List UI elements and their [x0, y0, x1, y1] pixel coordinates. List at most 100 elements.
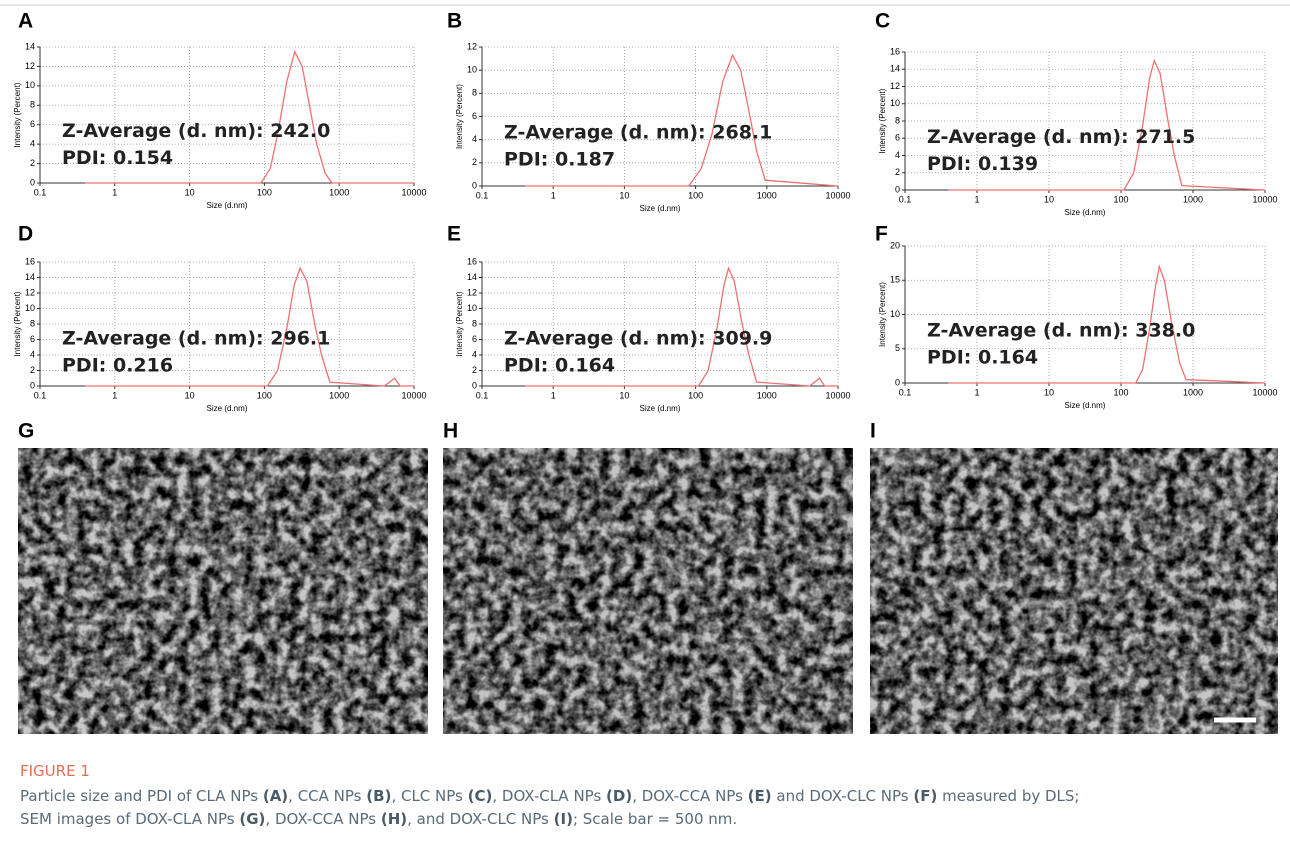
panel-label: F: [875, 223, 888, 246]
caption-text: SEM images of DOX-CLA NPs: [20, 810, 240, 828]
y-tick-label: 8: [472, 88, 477, 98]
y-tick-label: 14: [25, 41, 35, 51]
x-tick-label: 1000: [757, 190, 777, 200]
x-tick-label: 100: [257, 187, 272, 197]
y-tick-label: 0: [895, 184, 900, 194]
y-tick-label: 10: [467, 303, 477, 313]
y-tick-label: 10: [467, 65, 477, 75]
x-tick-label: 10: [185, 187, 195, 197]
y-tick-label: 10: [890, 98, 900, 108]
x-axis-label: Size (d.nm): [640, 204, 681, 213]
data-line: [85, 50, 414, 184]
caption-text: , DOX-CCA NPs: [632, 787, 748, 805]
y-tick-label: 0: [472, 180, 477, 190]
annotation: PDI: 0.154: [62, 147, 173, 169]
y-tick-label: 6: [30, 119, 35, 129]
x-tick-label: 0.1: [476, 390, 489, 400]
x-tick-label: 10: [185, 390, 195, 400]
x-tick-label: 1: [551, 190, 556, 200]
x-tick-label: 10000: [401, 390, 426, 400]
panel-label: D: [18, 223, 33, 246]
y-tick-label: 20: [890, 240, 900, 250]
y-tick-label: 0: [30, 177, 35, 187]
data-line: [948, 58, 1266, 191]
x-tick-label: 1: [974, 387, 979, 397]
x-tick-label: 1000: [329, 390, 349, 400]
x-tick-label: 100: [688, 190, 703, 200]
x-tick-label: 10: [1044, 387, 1054, 397]
y-axis-label: Intensity (Percent): [455, 84, 464, 149]
x-tick-label: 10000: [825, 190, 850, 200]
x-tick-label: 0.1: [899, 194, 912, 204]
caption-text: (I): [553, 810, 573, 828]
caption-text: , DOX-CLA NPs: [492, 787, 607, 805]
caption-text: (C): [467, 787, 493, 805]
annotation: Z-Average (d. nm): 268.1: [504, 122, 772, 144]
x-tick-label: 1: [551, 390, 556, 400]
x-axis-label: Size (d.nm): [1065, 208, 1106, 217]
y-tick-label: 2: [895, 167, 900, 177]
y-tick-label: 14: [25, 272, 35, 282]
caption-text: (F): [913, 787, 938, 805]
caption-text: Particle size and PDI of CLA NPs: [20, 787, 263, 805]
y-tick-label: 6: [30, 334, 35, 344]
y-axis-label: Intensity (Percent): [13, 82, 22, 147]
y-tick-label: 0: [30, 380, 35, 390]
panel-label: H: [443, 420, 458, 443]
annotation: Z-Average (d. nm): 242.0: [62, 120, 330, 142]
x-tick-label: 0.1: [34, 187, 47, 197]
x-tick-label: 10: [619, 190, 629, 200]
y-tick-label: 4: [472, 349, 477, 359]
x-tick-label: 10000: [401, 187, 426, 197]
y-tick-label: 4: [30, 139, 35, 149]
y-tick-label: 12: [467, 41, 477, 51]
x-tick-label: 1: [112, 187, 117, 197]
x-tick-label: 0.1: [476, 190, 489, 200]
panel-label: G: [18, 420, 34, 443]
x-tick-label: 0.1: [34, 390, 47, 400]
annotation: PDI: 0.216: [62, 354, 173, 376]
y-tick-label: 8: [30, 318, 35, 328]
annotation: PDI: 0.164: [504, 354, 615, 376]
caption-text: , CCA NPs: [288, 787, 367, 805]
y-tick-label: 10: [890, 309, 900, 319]
y-tick-label: 10: [25, 80, 35, 90]
x-tick-label: 100: [257, 390, 272, 400]
panel-label: C: [875, 10, 890, 33]
y-tick-label: 12: [25, 287, 35, 297]
x-axis-label: Size (d.nm): [207, 201, 248, 210]
caption-text: (H): [380, 810, 408, 828]
y-tick-label: 4: [30, 349, 35, 359]
x-tick-label: 1: [112, 390, 117, 400]
y-tick-label: 6: [472, 111, 477, 121]
caption-text: (B): [366, 787, 392, 805]
y-tick-label: 14: [467, 272, 477, 282]
caption-text: (E): [747, 787, 772, 805]
y-tick-label: 2: [472, 157, 477, 167]
x-tick-label: 100: [1113, 387, 1128, 397]
x-axis-label: Size (d.nm): [207, 404, 248, 413]
x-tick-label: 10000: [825, 390, 850, 400]
y-tick-label: 15: [890, 275, 900, 285]
y-tick-label: 8: [30, 100, 35, 110]
y-tick-label: 0: [895, 377, 900, 387]
y-tick-label: 6: [895, 133, 900, 143]
data-line: [524, 266, 838, 387]
y-tick-label: 14: [890, 64, 900, 74]
y-tick-label: 6: [472, 334, 477, 344]
y-tick-label: 8: [895, 115, 900, 125]
y-axis-label: Intensity (Percent): [13, 291, 22, 356]
panel-label: B: [447, 10, 462, 33]
y-tick-label: 4: [472, 134, 477, 144]
y-tick-label: 4: [895, 150, 900, 160]
annotation: Z-Average (d. nm): 296.1: [62, 327, 330, 349]
x-tick-label: 1: [974, 194, 979, 204]
y-tick-label: 2: [30, 158, 35, 168]
y-axis-label: Intensity (Percent): [455, 291, 464, 356]
y-tick-label: 0: [472, 380, 477, 390]
panel-label: E: [447, 223, 461, 246]
x-axis-label: Size (d.nm): [640, 404, 681, 413]
x-tick-label: 0.1: [899, 387, 912, 397]
